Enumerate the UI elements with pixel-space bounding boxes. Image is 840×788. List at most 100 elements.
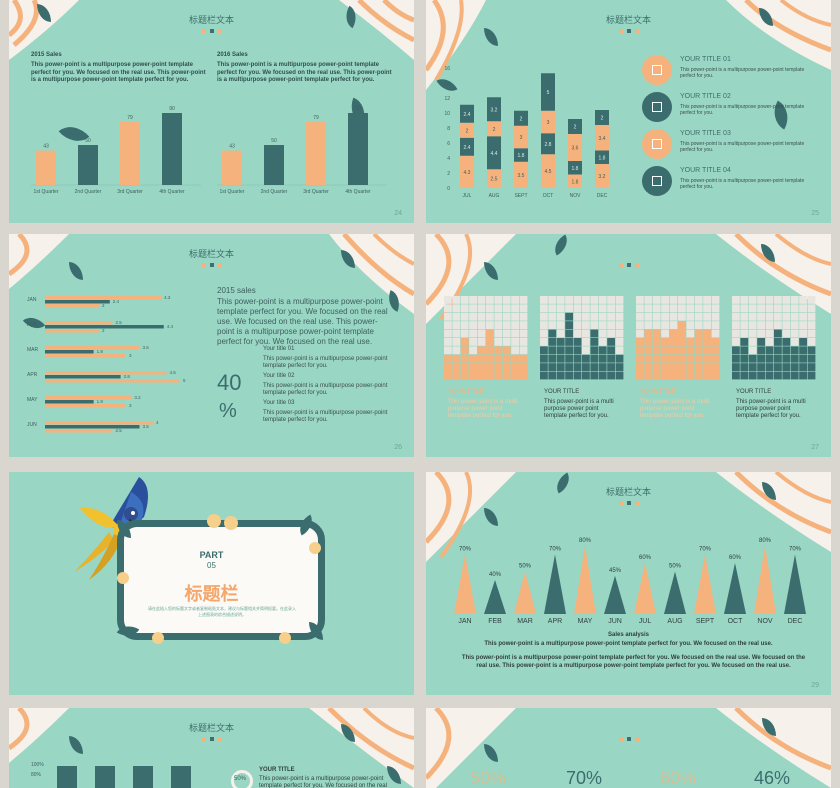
waffle-cell: [460, 304, 469, 313]
waffle-cell: [807, 363, 816, 371]
tick-label: MAR: [517, 618, 533, 625]
waffle-cell: [444, 371, 452, 380]
waffle-cell: [652, 329, 661, 338]
slide-title: 标题栏文本: [188, 723, 234, 733]
waffle-cell: [757, 296, 765, 304]
bar: [45, 425, 140, 429]
waffle-cell: [590, 312, 599, 321]
waffle-cell: [452, 338, 461, 346]
waffle-cell: [790, 312, 799, 321]
waffle-cell: [469, 346, 477, 355]
percent-4: 46%: [754, 768, 791, 788]
bar: [45, 321, 113, 325]
page-number: 24: [394, 210, 402, 217]
waffle-cell: [607, 338, 615, 346]
slide-25[interactable]: 标题栏文本 0 2 4 6 8 10 12 14 16 4.3 2.4 2 2.4 JUL 2.5 4.4 2 3…: [426, 0, 831, 223]
waffle-cell: [790, 346, 799, 355]
waffle-cell: [711, 346, 720, 355]
segment-label: 3.6: [572, 146, 579, 152]
waffle-cell: [556, 346, 565, 355]
waffle-cell: [548, 346, 557, 355]
waffle-cell: [582, 321, 590, 329]
slide-30[interactable]: 标题栏文本 100% 80% 50% YOUR TITLE This power…: [9, 708, 414, 788]
waffle-cell: [661, 354, 669, 363]
waffle-cell: [494, 321, 503, 329]
waffle-cell: [661, 338, 669, 346]
slide-28[interactable]: PART 05 标题栏 请在此插入您的标题文字或者复制粘贴文本，建议与标题相关并…: [9, 472, 414, 695]
waffle-cell: [740, 346, 749, 355]
tick-label: SEPT: [696, 618, 715, 625]
waffle-cell: [790, 371, 799, 380]
section-heading: 标题栏: [184, 584, 239, 604]
sales-2016-chart: 43 1st Quarter 50 2nd Quarter 79 3rd Quarter 9…: [217, 106, 387, 195]
segment-label: 1.8: [518, 153, 525, 159]
waffle-cell: [799, 321, 807, 329]
item-desc: This power-point is a multipurpose power…: [263, 383, 388, 396]
waffle-cell: [511, 321, 519, 329]
waffle-cell: [565, 304, 573, 313]
triangle-bar: [544, 554, 566, 614]
waffle-cell: [652, 354, 661, 363]
bar: [45, 396, 132, 400]
data-label: 90: [355, 106, 361, 112]
data-label: 2: [102, 303, 105, 308]
waffle-cell: [556, 354, 565, 363]
waffle-cell: [573, 321, 582, 329]
waffle-cell: [582, 304, 590, 313]
waffle-cell: [615, 338, 624, 346]
waffle-cell: [694, 329, 703, 338]
item-title: YOUR TITLE: [544, 389, 580, 395]
waffle-cell: [598, 338, 607, 346]
sales-2015-chart: 43 1st Quarter 50 2nd Quarter 79 3rd Quarter 9…: [31, 106, 201, 195]
tick-label: FEB: [488, 618, 502, 625]
slide-26[interactable]: 标题栏文本 JAN 4.3 2.4 2 FEB 2.5 4.4 2 MAR 3.5 1.8 3 APR 4…: [9, 234, 414, 457]
square-icon: [652, 102, 662, 112]
waffle-cell: [548, 338, 557, 346]
waffle-cell: [556, 296, 565, 304]
waffle-cell: [494, 304, 503, 313]
tick-label: JUL: [639, 618, 652, 625]
bar-segment: [568, 161, 582, 175]
item-title: Your title 03: [263, 400, 295, 406]
waffle-cell: [556, 304, 565, 313]
waffle-cell: [774, 363, 782, 371]
waffle-cell: [782, 346, 791, 355]
y-tick-label: 16: [444, 66, 450, 72]
waffle-cell: [732, 304, 740, 313]
slide-29[interactable]: 标题栏文本 70% JAN 40% FEB 50% MAR 70% APR 80% MAY 45% J…: [426, 472, 831, 695]
data-label: 70%: [549, 547, 562, 553]
tick-label: AUG: [489, 193, 500, 199]
waffle-cell: [774, 321, 782, 329]
waffle-cell: [486, 371, 494, 380]
triangle-bar: [514, 571, 536, 614]
tick-label: APR: [27, 372, 38, 378]
slide-24[interactable]: 标题栏文本 2015 Sales This power-point is a m…: [9, 0, 414, 223]
waffle-cell: [477, 371, 486, 380]
waffle-cell: [711, 371, 720, 380]
slide-31[interactable]: 50% 70% 60% 46%: [426, 708, 831, 788]
bar: [45, 404, 126, 408]
triangle-bar: [634, 563, 656, 614]
segment-label: 4.4: [491, 151, 498, 157]
waffle-cell: [740, 338, 749, 346]
waffle-cell: [765, 338, 774, 346]
tick-label: MAY: [27, 397, 38, 403]
bar: [45, 329, 99, 333]
waffle-cell: [582, 346, 590, 355]
waffle-cell: [686, 346, 695, 355]
percent-1: 50%: [470, 768, 507, 788]
waffle-cell: [740, 296, 749, 304]
title-badge: [642, 166, 672, 196]
item-title: YOUR TITLE 04: [680, 167, 731, 174]
segment-label: 2.4: [464, 112, 471, 118]
waffle-cell: [573, 371, 582, 380]
data-label: 4.5: [170, 370, 177, 375]
waffle-cell: [807, 354, 816, 363]
tick-label: OCT: [543, 193, 554, 199]
triangle-bar: [454, 554, 476, 614]
waffle-cell: [460, 312, 469, 321]
waffle-cell: [790, 338, 799, 346]
waffle-cell: [494, 312, 503, 321]
waffle-cell: [540, 321, 548, 329]
